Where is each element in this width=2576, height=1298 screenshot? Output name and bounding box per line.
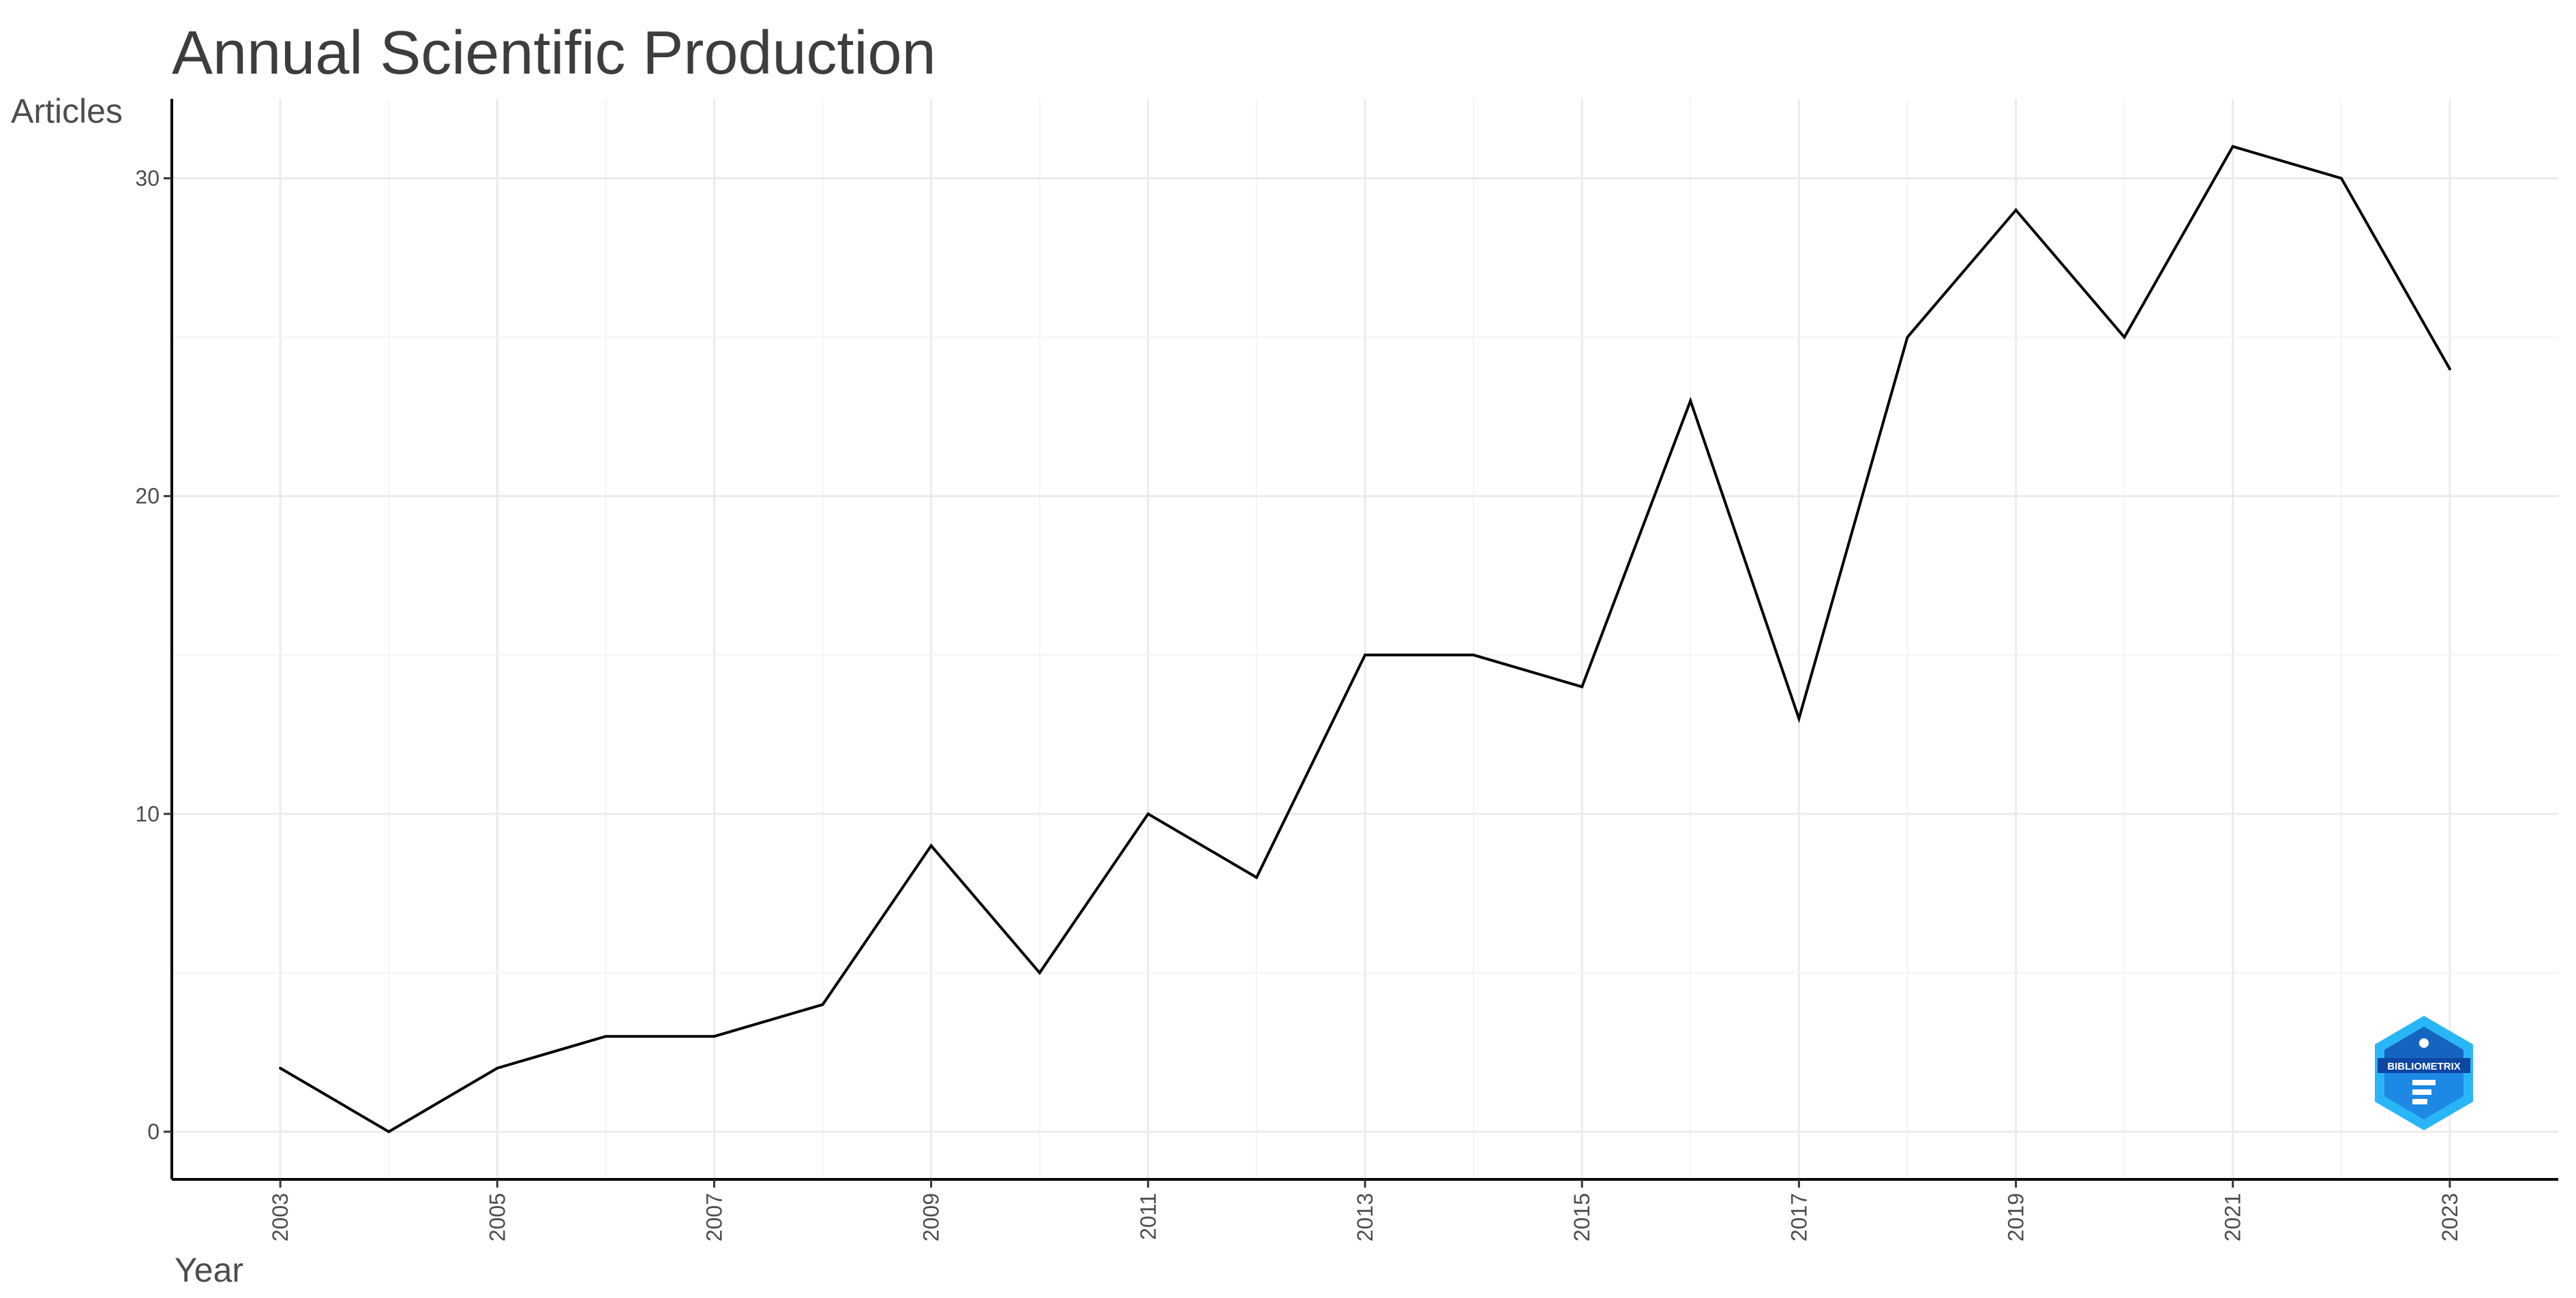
data-point-2013 bbox=[1364, 653, 1366, 656]
data-point-2004 bbox=[387, 1130, 391, 1134]
data-point-2021 bbox=[2231, 145, 2234, 148]
chart-title: Annual Scientific Production bbox=[172, 19, 936, 87]
data-point-2007 bbox=[713, 1035, 716, 1038]
x-tick-label: 2023 bbox=[2438, 1193, 2462, 1241]
x-tick-label: 2009 bbox=[919, 1193, 944, 1241]
data-point-2005 bbox=[496, 1066, 499, 1070]
logo-bar-1 bbox=[2412, 1080, 2436, 1085]
logo-bar-2 bbox=[2412, 1089, 2431, 1095]
data-point-2016 bbox=[1689, 399, 1692, 402]
x-tick-label: 2013 bbox=[1353, 1193, 1377, 1241]
data-point-2014 bbox=[1472, 653, 1476, 656]
x-tick-label: 2021 bbox=[2221, 1193, 2245, 1241]
data-point-2019 bbox=[2014, 209, 2018, 212]
x-tick-label: 2011 bbox=[1136, 1193, 1160, 1240]
x-axis-title: Year bbox=[175, 1251, 243, 1289]
y-tick-label: 30 bbox=[135, 166, 160, 191]
logo-figure-head bbox=[2419, 1038, 2429, 1048]
y-tick-label: 10 bbox=[135, 802, 160, 826]
data-point-2020 bbox=[2123, 335, 2126, 339]
y-tick-label: 20 bbox=[135, 484, 160, 509]
x-tick-label: 2015 bbox=[1570, 1193, 1594, 1241]
logo-bar-3 bbox=[2412, 1099, 2427, 1104]
data-point-2008 bbox=[821, 1003, 824, 1006]
x-tick-label: 2003 bbox=[268, 1193, 293, 1241]
data-point-2003 bbox=[279, 1066, 282, 1070]
y-tick-label: 0 bbox=[147, 1119, 160, 1144]
x-tick-label: 2017 bbox=[1786, 1193, 1811, 1241]
ticks: 2003 2005 2007 2009 2011 2013 2015 2017 2019 2021… bbox=[135, 166, 2462, 1242]
data-point-2022 bbox=[2339, 177, 2343, 180]
data-point-2006 bbox=[604, 1035, 608, 1038]
data-point-2011 bbox=[1146, 812, 1150, 815]
data-point-2018 bbox=[1906, 335, 1909, 339]
grid bbox=[172, 99, 2558, 1179]
data-point-2017 bbox=[1797, 717, 1801, 721]
logo-text: BIBLIOMETRIX bbox=[2387, 1061, 2461, 1072]
bibliometrix-logo-icon: BIBLIOMETRIX bbox=[2375, 1016, 2473, 1130]
x-tick-label: 2005 bbox=[485, 1193, 509, 1241]
data-point-2012 bbox=[1255, 876, 1258, 879]
data-point-2009 bbox=[929, 844, 933, 847]
logo-banner bbox=[2378, 1058, 2470, 1073]
data-point-2015 bbox=[1581, 685, 1584, 689]
y-axis-title: Articles bbox=[11, 92, 123, 130]
data-point-2010 bbox=[1038, 971, 1041, 974]
x-tick-label: 2019 bbox=[2004, 1193, 2028, 1241]
x-tick-label: 2007 bbox=[702, 1193, 726, 1241]
series bbox=[279, 145, 2451, 1134]
data-point-2023 bbox=[2448, 367, 2451, 371]
